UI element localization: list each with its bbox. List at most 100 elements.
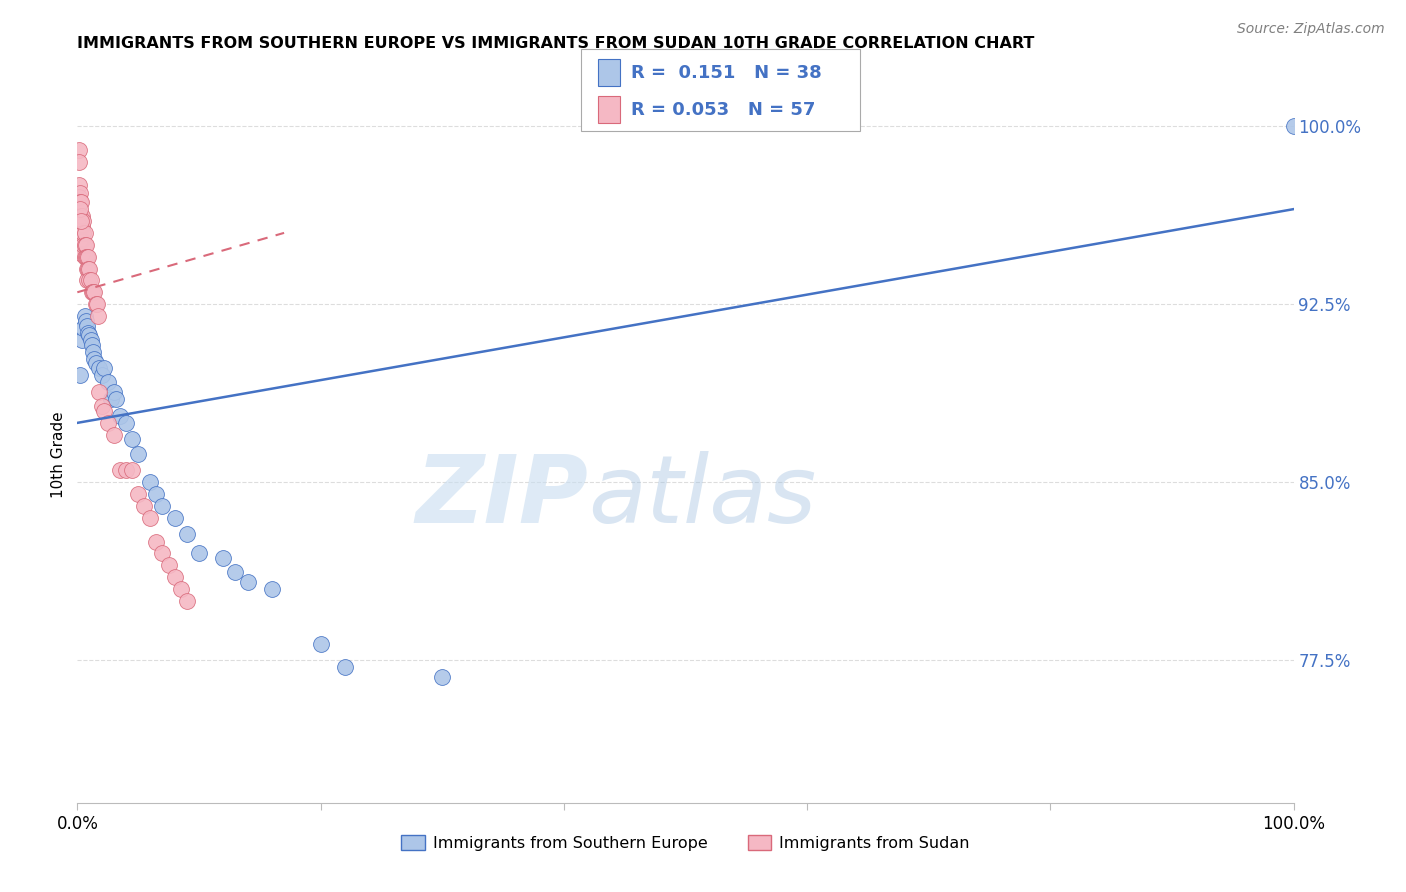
Text: IMMIGRANTS FROM SOUTHERN EUROPE VS IMMIGRANTS FROM SUDAN 10TH GRADE CORRELATION : IMMIGRANTS FROM SOUTHERN EUROPE VS IMMIG… <box>77 36 1035 51</box>
Point <box>73 226 96 240</box>
Point <box>79 261 101 276</box>
Point <box>163 511 186 525</box>
Point <box>127 447 149 461</box>
Point <box>72 321 94 335</box>
Point <box>176 527 198 541</box>
Point <box>89 361 111 376</box>
Point <box>72 237 94 252</box>
Point <box>73 237 96 252</box>
Point <box>188 546 211 560</box>
Point <box>69 233 91 247</box>
Point <box>90 399 112 413</box>
Point <box>75 250 97 264</box>
Point <box>1282 119 1305 133</box>
Point <box>70 333 93 347</box>
Point <box>86 297 108 311</box>
Point <box>84 297 107 311</box>
Point <box>70 233 93 247</box>
Point <box>430 670 453 684</box>
Point <box>157 558 180 573</box>
Point <box>82 285 104 300</box>
Point <box>70 247 93 261</box>
Point <box>70 219 93 233</box>
Point <box>79 328 101 343</box>
Point <box>73 250 96 264</box>
Point <box>139 511 162 525</box>
Point <box>69 219 91 233</box>
Point <box>145 487 167 501</box>
Point <box>69 194 91 209</box>
Text: R =  0.151   N = 38: R = 0.151 N = 38 <box>631 64 823 82</box>
Point <box>84 357 107 371</box>
Point <box>89 384 111 399</box>
Point <box>70 209 93 223</box>
Point <box>70 209 93 223</box>
Point <box>77 250 100 264</box>
Point <box>115 416 138 430</box>
Point <box>105 392 128 406</box>
Point <box>333 660 356 674</box>
Text: Source: ZipAtlas.com: Source: ZipAtlas.com <box>1237 22 1385 37</box>
Point <box>76 250 98 264</box>
Point <box>97 376 120 390</box>
Point <box>69 368 91 383</box>
Point <box>260 582 283 596</box>
Point <box>73 309 96 323</box>
Point <box>87 309 110 323</box>
Point <box>67 190 90 204</box>
Point <box>67 143 90 157</box>
Point <box>90 368 112 383</box>
Point <box>76 273 98 287</box>
Point <box>93 361 115 376</box>
Point <box>80 333 103 347</box>
Point <box>152 546 174 560</box>
Point <box>97 416 120 430</box>
Point <box>69 186 91 200</box>
Text: ZIP: ZIP <box>415 450 588 542</box>
Point <box>70 219 93 233</box>
Point <box>80 285 103 300</box>
Point <box>121 433 143 447</box>
Point <box>139 475 162 490</box>
Point <box>145 534 167 549</box>
Point <box>100 392 122 406</box>
Point <box>236 574 259 589</box>
Point <box>75 237 97 252</box>
Point <box>80 337 103 351</box>
Y-axis label: 10th Grade: 10th Grade <box>51 411 66 499</box>
Point <box>309 637 332 651</box>
Point <box>70 233 93 247</box>
Point <box>83 351 105 366</box>
Text: atlas: atlas <box>588 451 817 542</box>
Point <box>93 404 115 418</box>
Point <box>72 226 94 240</box>
Point <box>75 314 97 328</box>
Point <box>121 463 143 477</box>
Point <box>108 463 131 477</box>
Point <box>67 178 90 193</box>
Point <box>170 582 193 596</box>
Point <box>134 499 156 513</box>
Point <box>77 326 100 340</box>
Point <box>108 409 131 423</box>
Legend: Immigrants from Southern Europe, Immigrants from Sudan: Immigrants from Southern Europe, Immigra… <box>395 829 976 857</box>
Point <box>152 499 174 513</box>
Point <box>70 194 93 209</box>
Text: R = 0.053   N = 57: R = 0.053 N = 57 <box>631 101 815 119</box>
Point <box>82 344 104 359</box>
Point <box>76 261 98 276</box>
Point <box>77 261 100 276</box>
Point <box>70 214 93 228</box>
Point <box>67 154 90 169</box>
Point <box>103 384 125 399</box>
Point <box>127 487 149 501</box>
Point <box>163 570 186 584</box>
Point <box>212 551 235 566</box>
Point <box>224 566 246 580</box>
Point <box>80 273 103 287</box>
Point <box>76 318 98 333</box>
Point <box>115 463 138 477</box>
Point <box>72 214 94 228</box>
Point <box>79 273 101 287</box>
Point <box>83 285 105 300</box>
